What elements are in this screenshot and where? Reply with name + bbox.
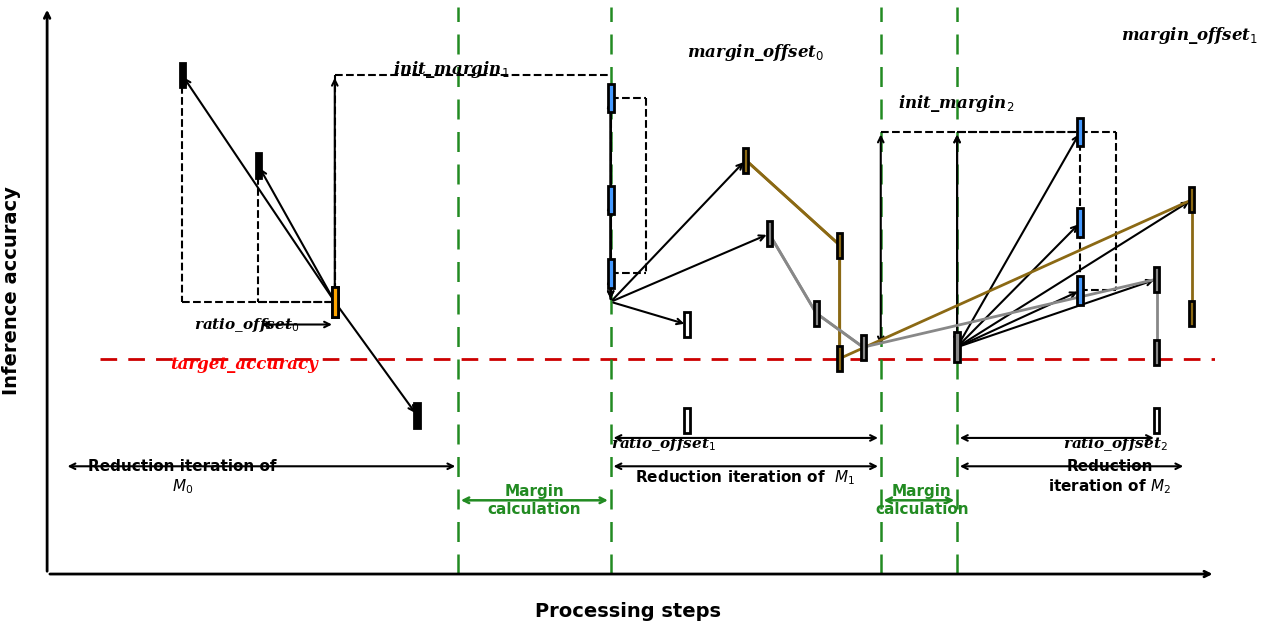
Bar [1155, 409, 1160, 434]
Bar [744, 148, 749, 172]
Bar [837, 346, 842, 371]
Bar [332, 287, 338, 316]
Text: target_accuracy: target_accuracy [170, 356, 319, 373]
Bar [685, 409, 690, 434]
Bar [1155, 340, 1160, 365]
Bar [256, 154, 261, 178]
Text: ratio_offset$_2$: ratio_offset$_2$ [1064, 434, 1169, 452]
Bar [608, 260, 613, 288]
Bar [608, 185, 613, 214]
Text: Margin
calculation: Margin calculation [876, 484, 969, 517]
Bar [1155, 266, 1160, 291]
Bar [1078, 208, 1083, 236]
Text: margin_offset$_1$: margin_offset$_1$ [1121, 25, 1258, 46]
Bar [954, 333, 960, 362]
Text: Reduction
iteration of $M_2$: Reduction iteration of $M_2$ [1048, 459, 1171, 496]
Text: Inference accuracy: Inference accuracy [3, 186, 22, 395]
Text: init_margin$_1$: init_margin$_1$ [393, 59, 509, 80]
Text: Margin
calculation: Margin calculation [488, 484, 581, 517]
Text: ratio_offset$_0$: ratio_offset$_0$ [193, 316, 300, 333]
Bar [685, 312, 690, 337]
Bar [1078, 276, 1083, 305]
Bar [837, 233, 842, 258]
Text: margin_offset$_0$: margin_offset$_0$ [687, 42, 824, 63]
Bar [415, 402, 420, 427]
Bar [814, 301, 819, 326]
Text: Processing steps: Processing steps [535, 602, 722, 622]
Bar [179, 62, 184, 87]
Text: Reduction iteration of
$M_0$: Reduction iteration of $M_0$ [88, 459, 276, 496]
Bar [1189, 187, 1194, 212]
Text: Reduction iteration of  $M_1$: Reduction iteration of $M_1$ [635, 468, 856, 487]
Bar [608, 84, 613, 112]
Bar [332, 287, 338, 316]
Bar [1078, 117, 1083, 146]
Bar [860, 334, 865, 359]
Bar [767, 222, 772, 246]
Text: init_margin$_2$: init_margin$_2$ [899, 93, 1015, 114]
Bar [1189, 301, 1194, 326]
Text: ratio_offset$_1$: ratio_offset$_1$ [611, 434, 716, 452]
